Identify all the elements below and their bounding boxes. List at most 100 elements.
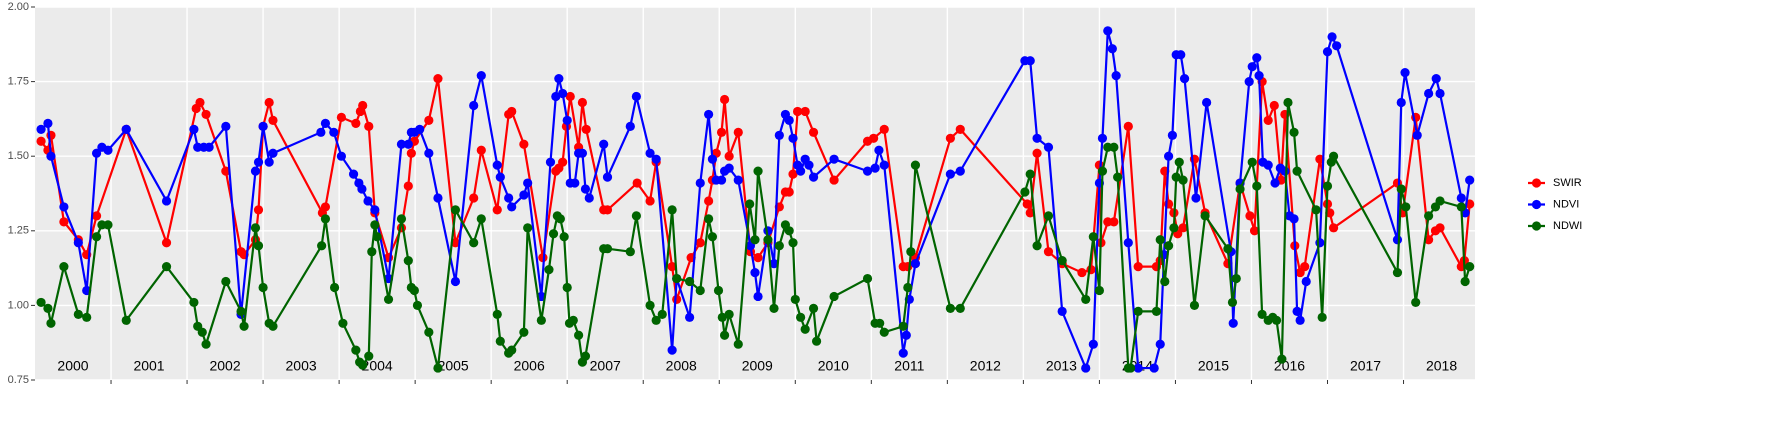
point — [1032, 133, 1042, 143]
point — [201, 109, 211, 120]
point — [870, 163, 880, 173]
point — [685, 312, 695, 322]
point — [602, 205, 613, 215]
point — [357, 184, 367, 194]
year-label: 2006 — [514, 358, 545, 374]
point — [704, 214, 714, 224]
point — [320, 214, 331, 224]
point — [667, 262, 677, 272]
point — [874, 145, 884, 155]
point — [875, 318, 885, 328]
point — [1257, 309, 1267, 319]
point — [370, 220, 380, 230]
point — [724, 163, 734, 173]
point — [258, 282, 268, 293]
year-label: 2013 — [1046, 358, 1077, 374]
year-label: 2001 — [133, 358, 164, 374]
point — [580, 184, 591, 194]
point — [320, 202, 331, 212]
point — [523, 178, 533, 188]
year-label: 2012 — [970, 358, 1001, 374]
point — [1223, 244, 1233, 254]
point — [945, 303, 955, 313]
point — [1151, 306, 1162, 316]
point — [221, 121, 231, 131]
point — [1086, 264, 1096, 275]
point — [1109, 217, 1119, 227]
point — [763, 235, 773, 245]
point — [804, 160, 814, 170]
point — [91, 232, 102, 242]
point — [544, 264, 554, 275]
point — [645, 148, 655, 158]
point — [796, 166, 806, 176]
point — [351, 345, 361, 355]
point — [599, 139, 609, 149]
point — [73, 238, 83, 248]
point — [545, 157, 556, 167]
point — [103, 220, 113, 230]
point — [1077, 267, 1087, 278]
point — [1283, 97, 1293, 108]
year-label: 2011 — [894, 358, 924, 374]
point — [358, 360, 368, 370]
point — [750, 267, 760, 278]
point — [469, 238, 479, 248]
point — [1424, 211, 1434, 221]
year-label: 2007 — [590, 358, 621, 374]
point — [898, 348, 908, 358]
point — [672, 273, 682, 284]
point — [1332, 41, 1342, 51]
point — [253, 241, 264, 251]
point — [555, 214, 565, 224]
point — [695, 178, 705, 188]
point — [704, 196, 714, 206]
point — [657, 309, 667, 319]
point — [59, 217, 69, 227]
point — [562, 282, 572, 293]
point — [268, 321, 278, 331]
point — [316, 127, 326, 137]
point — [91, 211, 102, 221]
y-tick-label: 0.75 — [8, 374, 29, 386]
point — [1133, 306, 1143, 316]
point — [733, 175, 743, 185]
point — [43, 118, 53, 128]
point — [495, 336, 505, 346]
point — [59, 262, 69, 272]
point — [1401, 202, 1411, 212]
point — [753, 253, 763, 263]
point — [351, 118, 361, 128]
point — [1125, 363, 1136, 373]
point — [507, 345, 517, 355]
point — [1088, 339, 1098, 349]
point — [197, 327, 207, 337]
point — [1411, 297, 1421, 308]
point — [829, 175, 839, 185]
point — [403, 139, 413, 149]
point — [1328, 223, 1339, 233]
point — [1155, 339, 1165, 349]
point — [1311, 205, 1321, 215]
point — [396, 139, 407, 149]
point — [268, 148, 278, 158]
point — [554, 74, 564, 84]
point — [829, 154, 839, 164]
point — [1155, 235, 1165, 245]
point — [558, 157, 568, 167]
point — [945, 133, 955, 143]
point — [469, 193, 479, 203]
point — [1456, 193, 1466, 203]
point — [955, 303, 965, 313]
point — [602, 172, 613, 182]
point — [1081, 363, 1091, 373]
point — [1249, 226, 1260, 236]
point — [492, 205, 502, 215]
point — [221, 166, 231, 176]
point — [672, 294, 682, 305]
point — [1057, 306, 1067, 316]
point — [1025, 169, 1035, 179]
point — [1424, 88, 1434, 99]
point — [774, 241, 784, 251]
